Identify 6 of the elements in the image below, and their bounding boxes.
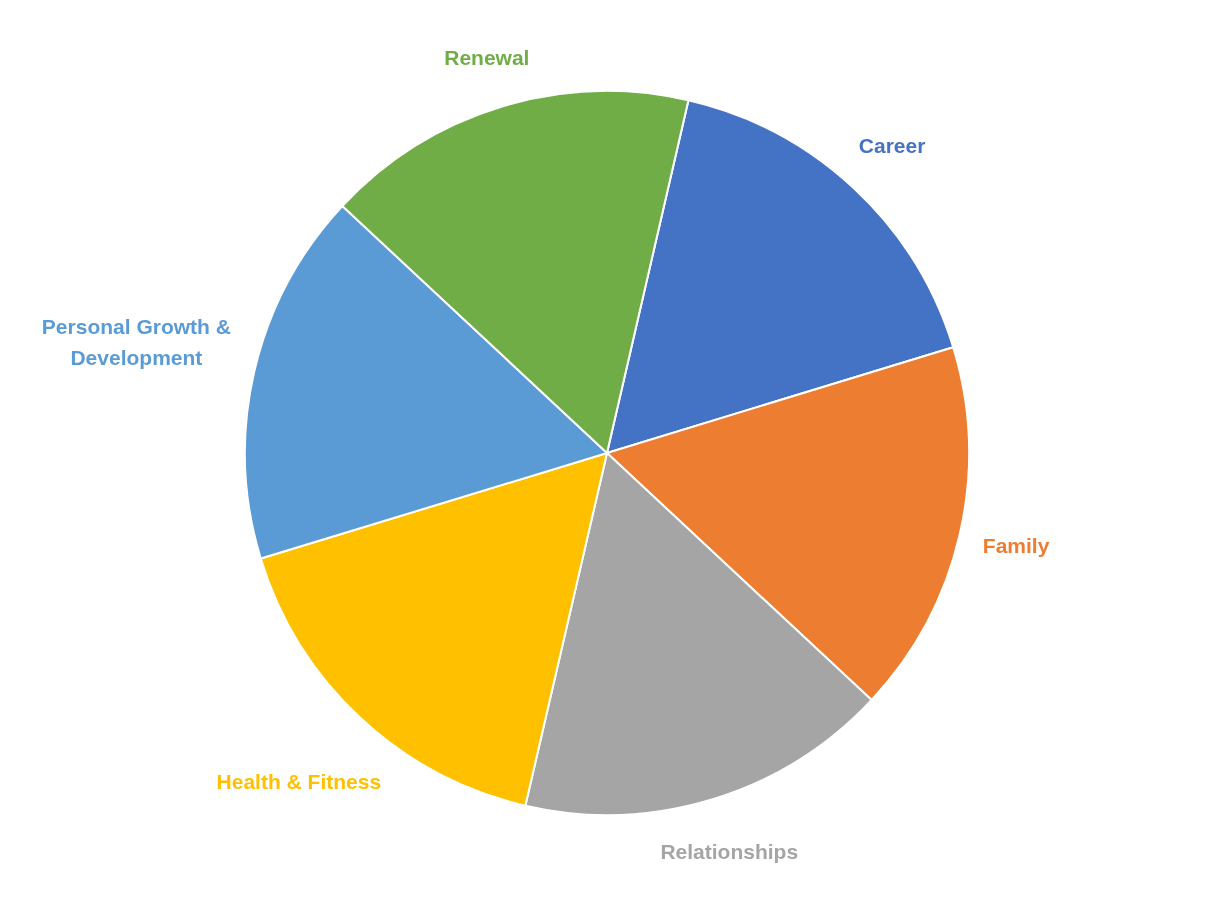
- slice-label: Renewal: [444, 46, 530, 70]
- slice-label: Personal Growth & Development: [41, 315, 231, 370]
- slice-label: Relationships: [660, 840, 799, 864]
- slice-label: Family: [982, 534, 1050, 558]
- slice-label: Career: [858, 134, 926, 158]
- slice-label: Health & Fitness: [216, 769, 382, 793]
